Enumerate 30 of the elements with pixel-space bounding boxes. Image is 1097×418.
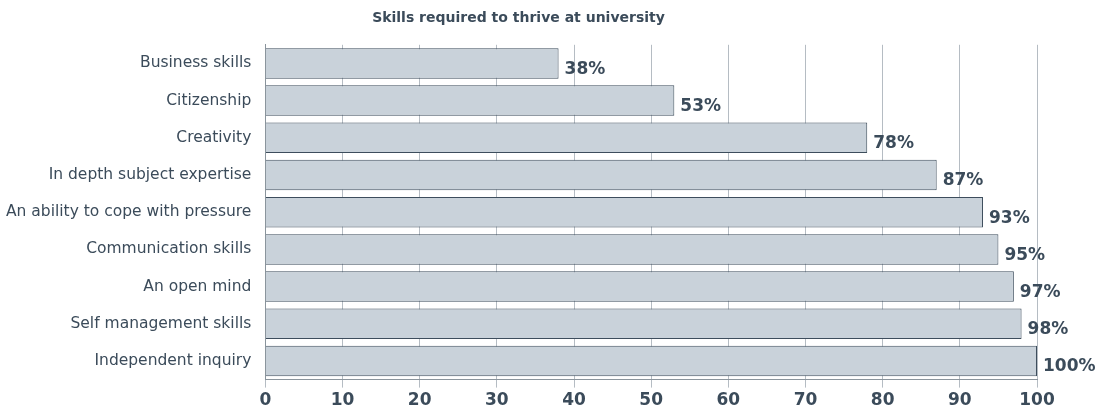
chart-title: Skills required to thrive at university bbox=[372, 9, 665, 26]
y-tick-label: In depth subject expertise bbox=[48, 165, 252, 184]
x-tick-label: 20 bbox=[407, 389, 432, 410]
x-tick-label: 60 bbox=[716, 389, 741, 410]
x-tick-label: 50 bbox=[639, 389, 664, 410]
x-tick-label: 100 bbox=[1019, 389, 1055, 410]
data-label: 93% bbox=[988, 206, 1030, 227]
data-label: 38% bbox=[564, 57, 606, 78]
y-tick-label: Self management skills bbox=[70, 313, 252, 332]
data-label: 95% bbox=[1004, 243, 1046, 264]
data-label: 100% bbox=[1043, 355, 1096, 376]
x-tick-label: 10 bbox=[330, 389, 355, 410]
data-label: 53% bbox=[680, 95, 722, 116]
y-tick-label: An open mind bbox=[143, 276, 252, 295]
x-tick-label: 90 bbox=[948, 389, 972, 410]
y-tick-label: An ability to cope with pressure bbox=[6, 202, 252, 221]
y-tick-label: Business skills bbox=[140, 53, 252, 72]
x-tick-label: 40 bbox=[562, 389, 586, 410]
y-tick-label: Creativity bbox=[176, 127, 252, 146]
x-tick-label: 70 bbox=[793, 389, 818, 410]
y-tick-label: Citizenship bbox=[166, 90, 252, 109]
data-label: 78% bbox=[873, 132, 914, 153]
data-label: 98% bbox=[1027, 318, 1069, 339]
data-label: 97% bbox=[1019, 281, 1061, 302]
y-tick-label: Communication skills bbox=[86, 239, 252, 258]
data-label: 87% bbox=[942, 169, 984, 190]
y-tick-label: Independent inquiry bbox=[94, 351, 252, 370]
x-tick-label: 80 bbox=[870, 389, 895, 410]
x-tick-label: 30 bbox=[485, 389, 509, 410]
x-tick-label: 0 bbox=[259, 389, 272, 410]
